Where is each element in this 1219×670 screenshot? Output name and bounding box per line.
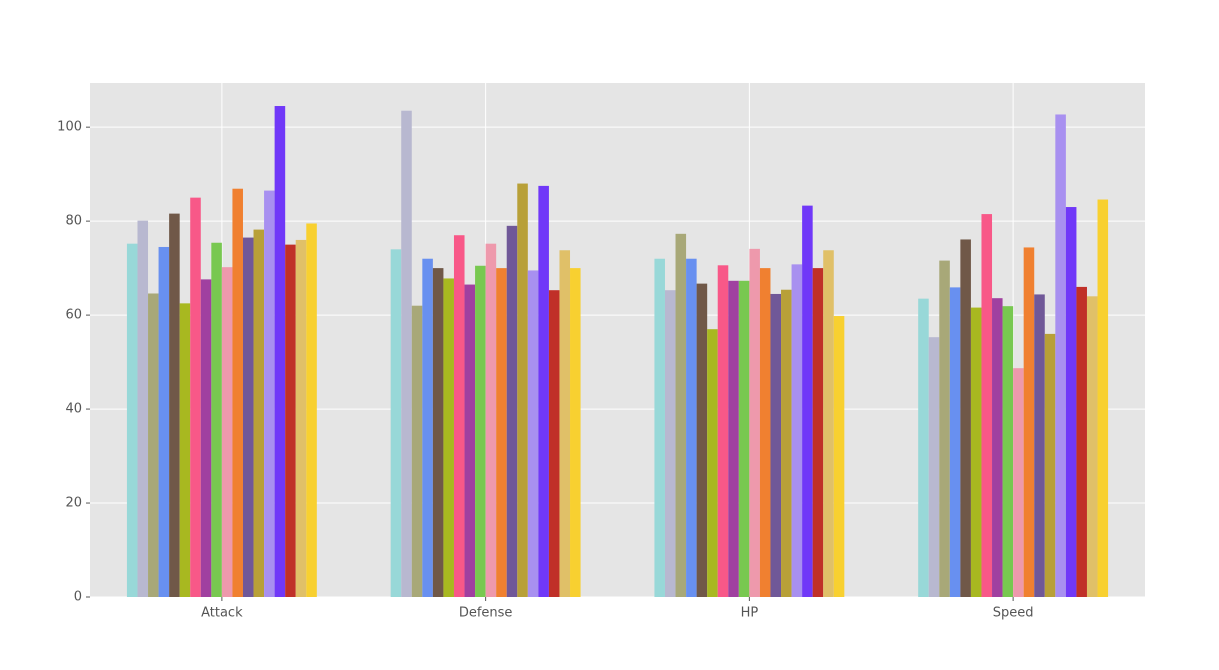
bar xyxy=(570,268,581,597)
bar xyxy=(242,237,254,597)
bar xyxy=(781,289,792,597)
bar xyxy=(928,337,940,597)
x-tick-label: Attack xyxy=(201,606,243,621)
bar xyxy=(1044,333,1056,597)
bar xyxy=(496,268,507,597)
bar xyxy=(169,213,180,597)
bar xyxy=(137,220,149,597)
bar xyxy=(675,233,687,597)
bar xyxy=(126,243,138,598)
bar xyxy=(548,290,560,597)
bar xyxy=(527,270,539,597)
bar xyxy=(654,258,665,597)
bar xyxy=(992,298,1003,597)
bar xyxy=(939,260,950,597)
bar xyxy=(1013,368,1024,597)
bar xyxy=(717,265,729,597)
bar xyxy=(306,223,317,597)
x-tick-label: HP xyxy=(741,606,759,621)
bar xyxy=(274,106,286,597)
bar xyxy=(475,265,486,597)
y-tick-label: 80 xyxy=(65,214,82,229)
bar xyxy=(960,239,971,598)
bar xyxy=(833,316,845,597)
bar xyxy=(738,280,750,597)
y-tick-label: 40 xyxy=(65,402,82,417)
y-tick-label: 60 xyxy=(65,308,82,323)
bar xyxy=(802,205,813,597)
bar xyxy=(1023,247,1035,597)
bar xyxy=(253,229,265,597)
bar xyxy=(686,258,697,597)
bar xyxy=(559,250,571,598)
bar xyxy=(285,244,296,597)
bar xyxy=(390,249,402,597)
bar xyxy=(158,246,170,597)
bar xyxy=(1055,114,1066,597)
bar xyxy=(443,278,454,597)
bar xyxy=(1034,294,1045,597)
bar xyxy=(791,264,803,597)
bar xyxy=(1065,207,1077,597)
bar xyxy=(1097,199,1109,597)
bar xyxy=(295,239,307,597)
bar xyxy=(749,248,760,597)
x-tick-label: Speed xyxy=(993,606,1034,621)
bar xyxy=(1076,286,1087,597)
bar xyxy=(812,268,824,597)
bar xyxy=(432,268,444,597)
bar xyxy=(728,280,739,597)
bar xyxy=(770,293,782,597)
bar xyxy=(759,268,771,597)
bar xyxy=(221,267,233,597)
bar xyxy=(506,225,518,597)
bar xyxy=(970,307,982,597)
bar xyxy=(411,305,423,597)
bar xyxy=(264,190,275,597)
bar xyxy=(538,185,549,597)
bar xyxy=(422,258,433,597)
bar xyxy=(232,188,243,597)
bar xyxy=(981,214,993,597)
bar xyxy=(200,279,212,597)
bar xyxy=(179,303,191,597)
bar xyxy=(517,183,528,597)
bar xyxy=(707,329,718,597)
bar xyxy=(190,197,201,598)
bar xyxy=(464,284,476,597)
bar xyxy=(1086,296,1098,597)
bar xyxy=(485,243,497,598)
y-tick-label: 0 xyxy=(74,590,82,605)
bar xyxy=(949,287,961,597)
y-tick-label: 20 xyxy=(65,496,82,511)
bar xyxy=(664,290,676,597)
bar xyxy=(918,298,929,597)
bar xyxy=(401,110,412,598)
x-tick-label: Defense xyxy=(459,606,513,621)
bar xyxy=(211,242,222,597)
bar xyxy=(823,250,834,598)
bar xyxy=(696,283,708,597)
bar xyxy=(453,235,465,597)
y-tick-label: 100 xyxy=(57,120,82,135)
bar xyxy=(148,293,159,597)
bar xyxy=(1002,306,1014,597)
